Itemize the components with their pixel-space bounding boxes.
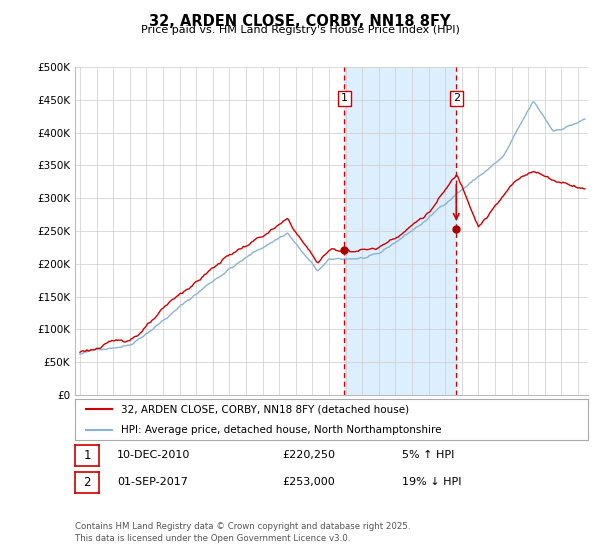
Text: 1: 1 <box>341 94 348 104</box>
Text: 19% ↓ HPI: 19% ↓ HPI <box>402 477 461 487</box>
Text: 1: 1 <box>83 449 91 463</box>
Text: 2: 2 <box>453 94 460 104</box>
Text: 32, ARDEN CLOSE, CORBY, NN18 8FY: 32, ARDEN CLOSE, CORBY, NN18 8FY <box>149 14 451 29</box>
Text: Contains HM Land Registry data © Crown copyright and database right 2025.
This d: Contains HM Land Registry data © Crown c… <box>75 522 410 543</box>
Text: 5% ↑ HPI: 5% ↑ HPI <box>402 450 454 460</box>
Text: £253,000: £253,000 <box>282 477 335 487</box>
Text: HPI: Average price, detached house, North Northamptonshire: HPI: Average price, detached house, Nort… <box>121 424 442 435</box>
Text: 2: 2 <box>83 475 91 489</box>
Text: £220,250: £220,250 <box>282 450 335 460</box>
Text: 32, ARDEN CLOSE, CORBY, NN18 8FY (detached house): 32, ARDEN CLOSE, CORBY, NN18 8FY (detach… <box>121 404 409 414</box>
Text: 01-SEP-2017: 01-SEP-2017 <box>117 477 188 487</box>
Bar <box>344 67 456 395</box>
Text: Price paid vs. HM Land Registry's House Price Index (HPI): Price paid vs. HM Land Registry's House … <box>140 25 460 35</box>
Text: 10-DEC-2010: 10-DEC-2010 <box>117 450 190 460</box>
